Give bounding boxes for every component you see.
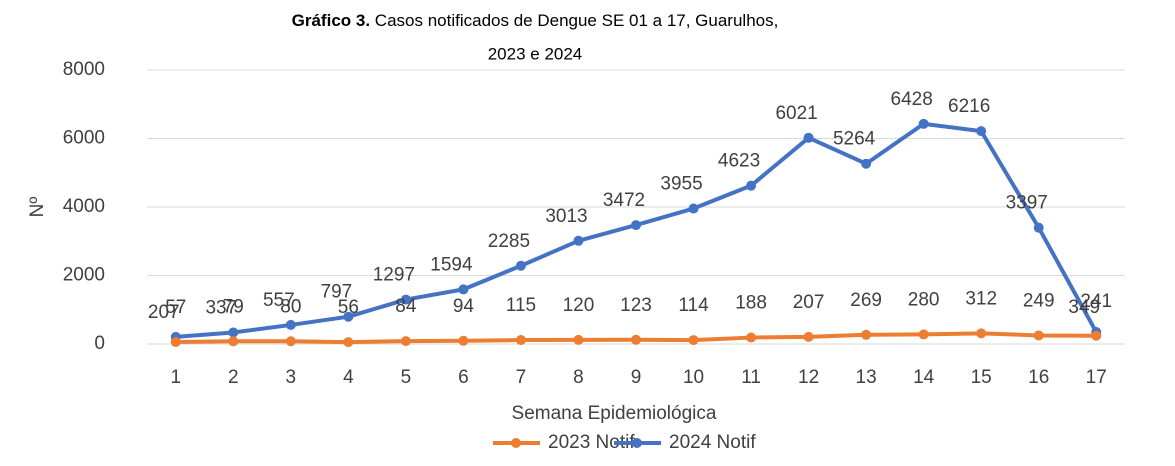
- title-bold: Gráfico 3.: [292, 11, 370, 30]
- data-label: 6216: [948, 96, 990, 117]
- point: [861, 158, 872, 169]
- data-label: 57: [165, 297, 186, 318]
- data-label: 3472: [603, 190, 645, 211]
- title-line-1: Casos notificados de Dengue SE 01 a 17, …: [375, 11, 779, 30]
- point: [918, 118, 929, 129]
- point: [918, 329, 929, 340]
- x-tick-label: 10: [683, 367, 704, 388]
- legend-marker: [632, 438, 642, 448]
- point: [458, 335, 469, 346]
- point: [458, 284, 469, 295]
- data-label: 797: [321, 282, 353, 303]
- data-label: 249: [1023, 290, 1055, 311]
- x-tick-label: 8: [573, 367, 584, 388]
- data-label: 3013: [545, 206, 587, 227]
- data-label: 120: [563, 295, 595, 316]
- point: [803, 132, 814, 143]
- y-tick-label: 6000: [63, 128, 105, 149]
- data-label: 557: [263, 290, 295, 311]
- point: [228, 327, 239, 338]
- y-tick-label: 4000: [63, 196, 105, 217]
- data-label: 123: [620, 295, 652, 316]
- data-label: 280: [908, 289, 940, 310]
- point: [976, 126, 987, 137]
- y-axis-label: Nº: [27, 197, 48, 218]
- x-tick-label: 13: [856, 367, 877, 388]
- point: [803, 331, 814, 342]
- data-label: 337: [205, 297, 237, 318]
- point: [746, 180, 757, 191]
- chart-title: Gráfico 3. Casos notificados de Dengue S…: [292, 11, 779, 30]
- point: [400, 294, 411, 305]
- data-label: 80: [280, 296, 301, 317]
- x-tick-label: 14: [913, 367, 935, 388]
- data-label: 312: [965, 288, 997, 309]
- data-label: 6021: [775, 103, 817, 124]
- x-tick-label: 4: [343, 367, 354, 388]
- data-label: 349: [1068, 297, 1100, 318]
- point: [573, 235, 584, 246]
- x-tick-label: 12: [798, 367, 819, 388]
- data-label: 6428: [891, 89, 933, 110]
- x-axis-label: Semana Epidemiológica: [512, 403, 717, 424]
- x-tick-label: 16: [1028, 367, 1049, 388]
- data-label: 56: [338, 297, 359, 318]
- x-tick-label: 3: [286, 367, 297, 388]
- point: [688, 335, 699, 346]
- point: [573, 334, 584, 345]
- point: [1033, 330, 1044, 341]
- data-label: 2285: [488, 231, 530, 252]
- point: [400, 336, 411, 347]
- data-label: 94: [453, 296, 475, 317]
- x-tick-label: 7: [516, 367, 527, 388]
- x-tick-label: 6: [458, 367, 469, 388]
- legend-marker: [511, 438, 521, 448]
- point: [1091, 330, 1102, 341]
- legend-label: 2024 Notif: [669, 432, 756, 453]
- point: [688, 203, 699, 214]
- data-label: 269: [850, 290, 882, 311]
- point: [170, 337, 181, 348]
- point: [976, 328, 987, 339]
- x-tick-label: 1: [170, 367, 181, 388]
- x-tick-label: 2: [228, 367, 239, 388]
- point: [631, 334, 641, 345]
- point: [515, 260, 526, 271]
- title-line-2: 2023 e 2024: [488, 44, 583, 63]
- point: [631, 220, 641, 231]
- data-label: 84: [395, 296, 417, 317]
- data-label: 79: [223, 296, 244, 317]
- data-label: 1297: [373, 265, 415, 286]
- x-tick-label: 15: [971, 367, 992, 388]
- x-tick-label: 11: [741, 367, 761, 388]
- point: [285, 336, 296, 347]
- x-tick-label: 5: [401, 367, 412, 388]
- legend-label: 2023 Notif: [548, 432, 635, 453]
- data-label: 3955: [660, 174, 702, 195]
- data-label: 115: [506, 295, 536, 316]
- point: [515, 335, 526, 346]
- data-label: 1594: [430, 254, 473, 275]
- point: [1033, 222, 1044, 233]
- data-label: 188: [735, 293, 767, 314]
- y-tick-label: 2000: [63, 265, 105, 286]
- point: [228, 336, 239, 347]
- data-label: 3397: [1006, 193, 1048, 214]
- point: [746, 332, 757, 343]
- point: [285, 319, 296, 330]
- point: [343, 311, 354, 322]
- y-tick-label: 8000: [63, 59, 105, 80]
- x-tick-label: 9: [631, 367, 642, 388]
- point: [861, 329, 872, 340]
- point: [343, 337, 354, 348]
- data-label: 241: [1080, 291, 1112, 312]
- data-label: 5264: [833, 129, 876, 150]
- data-label: 207: [793, 292, 825, 313]
- data-label: 114: [678, 295, 709, 316]
- x-tick-label: 17: [1086, 367, 1107, 388]
- data-label: 207: [148, 302, 180, 323]
- y-tick-label: 0: [94, 333, 105, 354]
- data-label: 4623: [718, 151, 760, 172]
